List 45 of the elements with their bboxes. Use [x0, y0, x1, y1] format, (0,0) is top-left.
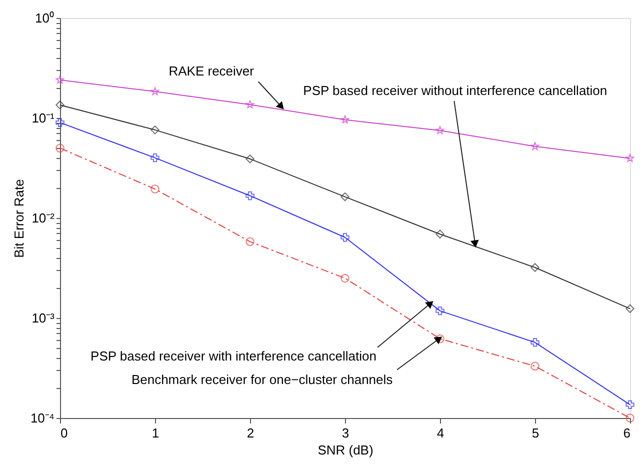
point: [56, 144, 64, 152]
point: [530, 263, 540, 272]
annotation: Benchmark receiver for one−cluster channels: [131, 372, 394, 387]
point: [340, 274, 350, 283]
y-axis-title: Bit Error Rate: [11, 179, 26, 258]
x-tick-label: 1: [152, 426, 160, 440]
point: [150, 153, 160, 162]
point: [150, 87, 160, 96]
x-tick-label: 4: [436, 426, 444, 440]
point: [56, 100, 64, 110]
point: [530, 338, 540, 347]
point: [246, 191, 254, 200]
point: [530, 362, 540, 371]
annotation: PSP based receiver with interference cancellation: [90, 348, 376, 364]
point: [436, 334, 444, 344]
point: [436, 126, 444, 134]
y-tick-label: 10⁻³: [32, 310, 56, 326]
y-tick-label: 10⁻¹: [32, 110, 56, 126]
x-tick-label: 6: [623, 426, 630, 440]
point: [246, 154, 254, 164]
point: [246, 237, 254, 246]
point: [340, 192, 350, 202]
y-tick-label: 10⁰: [35, 10, 54, 26]
point: [626, 304, 634, 314]
y-tick-label: 10⁻⁴: [30, 410, 54, 426]
point: [340, 115, 350, 124]
point: [150, 184, 160, 194]
x-axis-title: SNR (dB): [318, 442, 374, 458]
point: [150, 126, 160, 134]
y-tick-label: 10⁻²: [32, 210, 56, 226]
point: [56, 118, 64, 127]
point: [626, 154, 634, 162]
x-tick-label: 5: [532, 426, 540, 440]
x-tick-label: 0: [60, 426, 68, 440]
annotation: PSP based receiver without interference cancellation: [303, 82, 608, 98]
x-tick-label: 3: [342, 426, 350, 440]
x-tick-label: 2: [246, 426, 254, 440]
point: [530, 142, 540, 150]
point: [246, 100, 254, 108]
point: [436, 230, 444, 238]
point: [56, 76, 64, 84]
point: [436, 306, 444, 316]
annotation: RAKE receiver: [168, 64, 255, 79]
point: [626, 400, 634, 410]
point: [340, 233, 350, 242]
